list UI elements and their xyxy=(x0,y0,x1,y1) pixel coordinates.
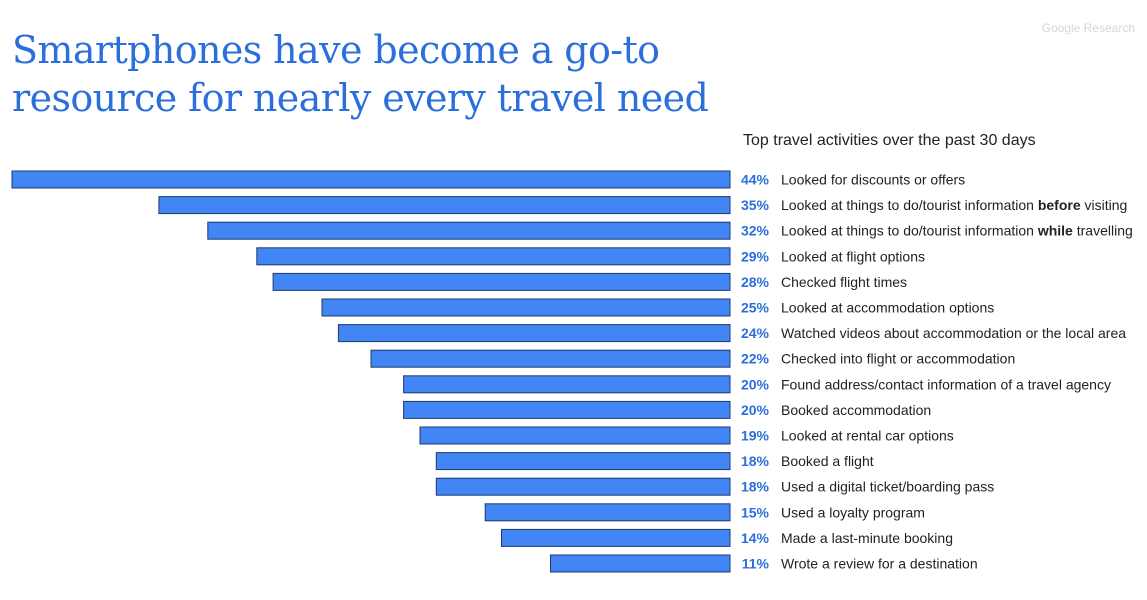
bar xyxy=(256,247,731,266)
category-label: Looked for discounts or offers xyxy=(781,172,965,188)
category-label: Used a digital ticket/boarding pass xyxy=(781,479,994,495)
chart-title: Smartphones have become a go-to resource… xyxy=(12,26,732,122)
bar-value-label: 14% xyxy=(741,530,770,546)
bar xyxy=(403,400,731,419)
category-label: Looked at things to do/tourist informati… xyxy=(781,223,1133,239)
bar-value-label: 25% xyxy=(741,300,770,316)
bar-value-label: 29% xyxy=(741,248,770,264)
bar xyxy=(207,221,731,240)
category-label: Watched videos about accommodation or th… xyxy=(781,325,1126,341)
bar xyxy=(272,272,731,291)
bar-value-label: 20% xyxy=(741,376,770,392)
category-label: Looked at accommodation options xyxy=(781,300,994,316)
bar-value-label: 35% xyxy=(741,197,770,213)
category-label: Looked at rental car options xyxy=(781,428,954,444)
bar-value-label: 15% xyxy=(741,504,770,520)
category-label: Checked flight times xyxy=(781,274,907,290)
bar xyxy=(11,170,731,189)
category-label: Found address/contact information of a t… xyxy=(781,376,1111,392)
bar xyxy=(435,477,731,496)
category-label: Made a last-minute booking xyxy=(781,530,953,546)
bar-value-label: 22% xyxy=(741,351,770,367)
category-label: Wrote a review for a destination xyxy=(781,556,978,572)
bar-value-label: 19% xyxy=(741,428,770,444)
bar-value-label: 44% xyxy=(741,172,770,188)
bar-value-label: 32% xyxy=(741,223,770,239)
category-label: Looked at things to do/tourist informati… xyxy=(781,197,1127,213)
bar-value-label: 20% xyxy=(741,402,770,418)
category-label: Looked at flight options xyxy=(781,248,925,264)
bar xyxy=(419,426,731,445)
bar-value-label: 24% xyxy=(741,325,770,341)
bar xyxy=(435,452,731,471)
bar xyxy=(321,298,731,317)
bar-value-label: 28% xyxy=(741,274,770,290)
bar xyxy=(550,554,731,573)
bar xyxy=(337,324,731,343)
category-label: Checked into flight or accommodation xyxy=(781,351,1015,367)
bar xyxy=(403,375,731,394)
bar xyxy=(158,196,731,215)
bar-value-label: 18% xyxy=(741,479,770,495)
bar-value-label: 11% xyxy=(742,556,770,572)
chart-title-line-2: resource for nearly every travel need xyxy=(12,76,709,120)
bar-value-label: 18% xyxy=(741,453,770,469)
category-label: Booked accommodation xyxy=(781,402,931,418)
chart-title-line-1: Smartphones have become a go-to xyxy=(12,28,660,72)
source-watermark: Google Research xyxy=(1041,21,1135,35)
category-label: Used a loyalty program xyxy=(781,504,925,520)
category-label: Booked a flight xyxy=(781,453,874,469)
bar xyxy=(501,528,731,547)
chart-subtitle: Top travel activities over the past 30 d… xyxy=(743,132,1036,149)
bar xyxy=(484,503,731,522)
bar xyxy=(370,349,731,368)
